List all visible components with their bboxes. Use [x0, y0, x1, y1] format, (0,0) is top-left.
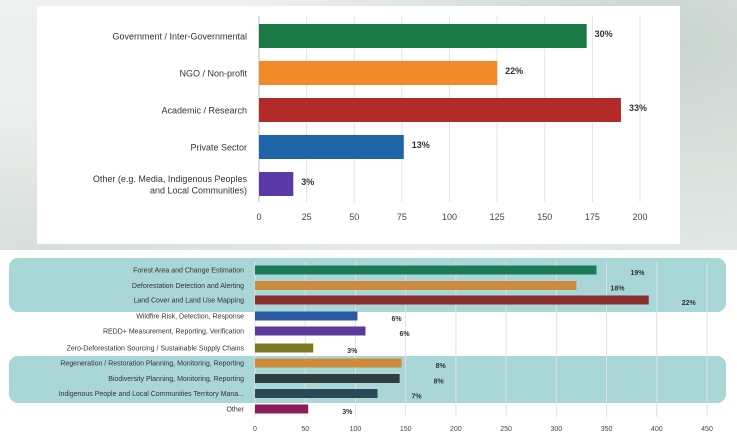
- top-category-label: Academic / Research: [161, 106, 247, 116]
- bottom-x-tick-label: 300: [550, 426, 562, 433]
- top-x-tick-label: 25: [302, 212, 312, 222]
- top-x-tick-label: 125: [490, 212, 505, 222]
- bottom-category-label: Regeneration / Restoration Planning, Mon…: [60, 361, 244, 368]
- bottom-bar: [255, 311, 358, 321]
- top-data-label: 13%: [412, 140, 430, 150]
- top-x-tick-label: 50: [349, 212, 359, 222]
- bottom-category-label: Wildfire Risk, Detection, Response: [136, 314, 244, 321]
- top-bar: [259, 98, 621, 122]
- bottom-x-tick-label: 200: [450, 426, 462, 433]
- bottom-category-label: Forest Area and Change Estimation: [133, 268, 244, 275]
- top-x-tick-label: 150: [537, 212, 552, 222]
- top-x-tick-label: 175: [585, 212, 600, 222]
- bottom-category-label: Deforestation Detection and Alerting: [132, 283, 244, 290]
- bottom-bar: [255, 326, 366, 336]
- bottom-x-tick-label: 0: [253, 426, 257, 433]
- bottom-x-tick-label: 450: [701, 426, 713, 433]
- bottom-x-tick-label: 350: [601, 426, 613, 433]
- top-category-label: Private Sector: [190, 143, 247, 153]
- top-category-label: Government / Inter-Governmental: [112, 32, 247, 42]
- top-bar: [259, 135, 404, 159]
- top-data-label: 33%: [629, 103, 647, 113]
- top-category-label: NGO / Non-profit: [179, 69, 247, 79]
- bottom-data-label: 3%: [347, 348, 358, 355]
- bottom-x-tick-label: 250: [500, 426, 512, 433]
- bottom-category-label: Indigenous People and Local Communities …: [59, 391, 245, 398]
- bottom-bar: [255, 374, 400, 383]
- bottom-data-label: 3%: [342, 409, 353, 416]
- top-data-label: 3%: [301, 177, 314, 187]
- bottom-category-label: Other: [226, 407, 244, 414]
- bottom-data-label: 18%: [610, 286, 625, 293]
- bottom-x-tick-label: 150: [400, 426, 412, 433]
- top-x-tick-label: 0: [256, 212, 261, 222]
- top-data-label: 22%: [505, 66, 523, 76]
- bottom-data-label: 6%: [399, 331, 410, 338]
- bottom-bar: [255, 281, 577, 290]
- bottom-data-label: 19%: [631, 270, 646, 277]
- bottom-x-tick-label: 400: [651, 426, 663, 433]
- bottom-category-label: REDD+ Measurement, Reporting, Verificati…: [103, 329, 244, 336]
- bottom-data-label: 8%: [436, 363, 447, 370]
- bottom-x-tick-label: 50: [301, 426, 309, 433]
- top-bar: [259, 172, 294, 196]
- top-bar: [259, 61, 498, 85]
- top-x-tick-label: 200: [632, 212, 647, 222]
- bottom-bar: [255, 358, 402, 368]
- bottom-data-label: 7%: [412, 394, 423, 401]
- bottom-bar: [255, 404, 309, 414]
- bottom-category-label: Land Cover and Land Use Mapping: [133, 298, 244, 305]
- top-x-tick-label: 100: [442, 212, 457, 222]
- bottom-bar: [255, 389, 378, 398]
- bottom-data-label: 6%: [391, 316, 402, 323]
- bottom-bar: [255, 265, 597, 275]
- top-x-tick-label: 75: [397, 212, 407, 222]
- bottom-data-label: 22%: [682, 300, 697, 307]
- top-data-label: 30%: [595, 29, 613, 39]
- top-category-label: and Local Communities): [150, 186, 247, 196]
- bottom-bar: [255, 343, 314, 353]
- top-bar: [259, 24, 587, 48]
- bottom-data-label: 8%: [434, 379, 445, 386]
- top-category-label: Other (e.g. Media, Indigenous Peoples: [93, 174, 248, 184]
- bottom-category-label: Zero-Deforestation Sourcing / Sustainabl…: [67, 346, 245, 353]
- bottom-x-tick-label: 100: [350, 426, 362, 433]
- bottom-bar: [255, 295, 649, 305]
- bottom-category-label: Biodiversity Planning, Monitoring, Repor…: [108, 376, 244, 383]
